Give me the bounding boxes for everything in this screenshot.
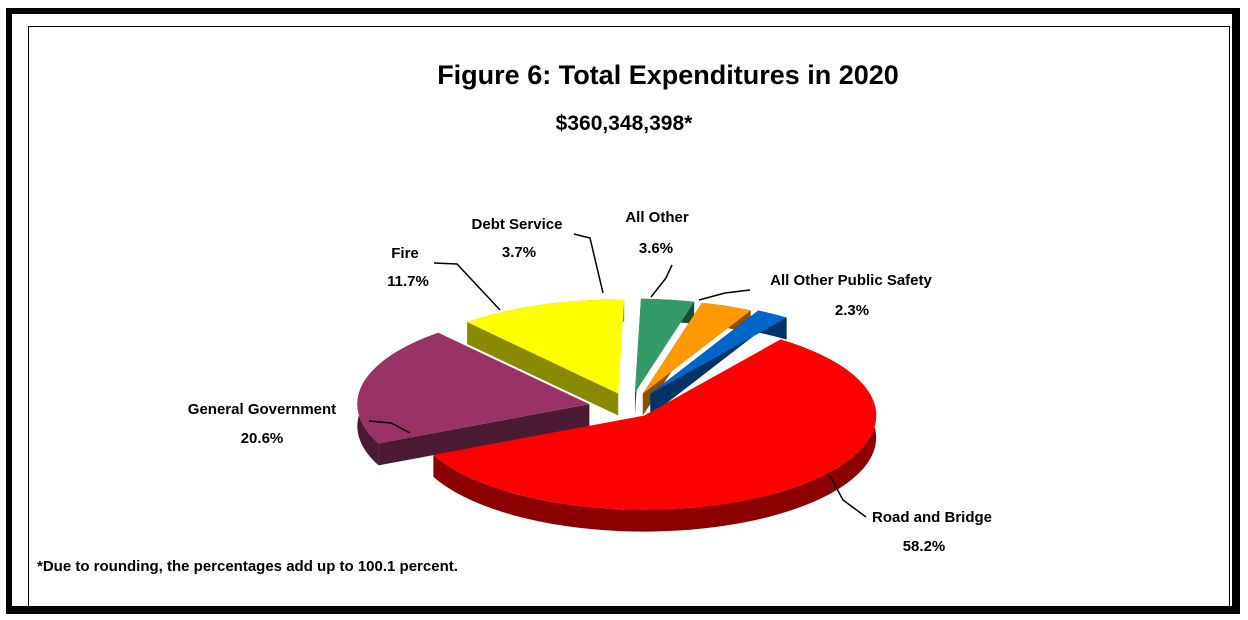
chart-subtitle: $360,348,398* xyxy=(556,112,693,135)
slice-value-debt-service: 3.7% xyxy=(502,244,536,261)
leader-lines xyxy=(368,233,867,518)
chart-title: Figure 6: Total Expenditures in 2020 xyxy=(437,60,899,90)
leader-line-all-other xyxy=(650,264,673,298)
slice-label-road-and-bridge: Road and Bridge xyxy=(872,509,992,526)
slice-road-and-bridge xyxy=(433,339,877,510)
slice-value-general-government: 20.6% xyxy=(241,430,284,447)
slice-value-all-other-public-safety: 2.3% xyxy=(835,302,869,319)
slice-value-fire: 11.7% xyxy=(387,273,429,290)
slice-all-other xyxy=(642,302,751,394)
slice-wall-general-government xyxy=(378,404,590,466)
slice-label-all-other: All Other xyxy=(625,209,689,226)
slice-label-general-government: General Government xyxy=(188,401,336,418)
slice-value-road-and-bridge: 58.2% xyxy=(903,538,946,555)
slice-fire xyxy=(467,299,625,394)
slice-general-government xyxy=(357,332,590,444)
slice-label-debt-service: Debt Service xyxy=(472,216,563,233)
slice-label-all-other-public-safety: All Other Public Safety xyxy=(770,272,932,289)
slice-all-other-public-safety xyxy=(650,310,787,394)
leader-line-general-government xyxy=(368,420,411,434)
slice-label-fire: Fire xyxy=(391,245,419,262)
leader-line-fire xyxy=(433,262,501,311)
slice-value-all-other: 3.6% xyxy=(639,240,673,257)
footnote: *Due to rounding, the percentages add up… xyxy=(37,558,458,575)
slice-wall-fire xyxy=(467,322,619,416)
leader-line-all-other-public-safety xyxy=(698,289,751,301)
slice-debt-service xyxy=(634,298,695,393)
pie-slices xyxy=(357,298,877,510)
leader-line-road-and-bridge xyxy=(829,475,867,518)
chart-area xyxy=(28,26,1230,614)
leader-line-debt-service xyxy=(573,233,604,294)
